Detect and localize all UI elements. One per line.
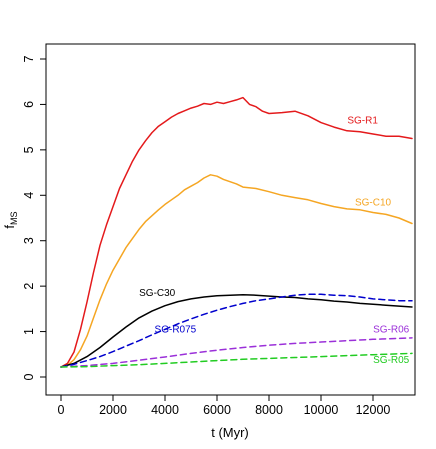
series-label-layer: SG-R1 SG-C10 SG-C30 SG-R075 SG-R06 SG-R05 xyxy=(139,116,410,366)
y-tick-label: 5 xyxy=(22,146,36,153)
series-label-sg-r06: SG-R06 xyxy=(373,324,410,335)
x-tick-label: 0 xyxy=(58,403,65,417)
series-line-sg-r06 xyxy=(60,337,413,368)
series-label-sg-c30: SG-C30 xyxy=(139,288,176,299)
x-tick-label: 12000 xyxy=(356,403,391,417)
y-axis-title-subscript: MS xyxy=(9,211,19,225)
y-tick-label: 2 xyxy=(22,283,36,290)
x-tick-label: 2000 xyxy=(99,403,127,417)
series-label-sg-r1: SG-R1 xyxy=(347,116,378,127)
y-tick-label: 1 xyxy=(22,328,36,335)
x-tick-label: 4000 xyxy=(151,403,179,417)
series-line-sg-c30 xyxy=(60,294,413,368)
x-tick-label: 8000 xyxy=(255,403,283,417)
series-line-sg-c10 xyxy=(60,174,413,368)
series-label-sg-r05: SG-R05 xyxy=(373,355,410,366)
x-axis: 0 2000 4000 6000 8000 10000 12000 xyxy=(58,394,391,417)
y-tick-label: 7 xyxy=(22,55,36,62)
y-axis-title: fMS xyxy=(2,211,19,228)
series-line-sg-r075 xyxy=(60,293,413,368)
plot-frame xyxy=(45,43,416,396)
x-tick-label: 6000 xyxy=(203,403,231,417)
y-tick-label: 3 xyxy=(22,237,36,244)
series-line-sg-r1 xyxy=(60,96,413,368)
y-tick-label: 0 xyxy=(22,373,36,380)
series-layer xyxy=(60,96,413,368)
series-line-sg-r05 xyxy=(60,352,413,368)
y-tick-label: 4 xyxy=(22,192,36,199)
series-label-sg-r075: SG-R075 xyxy=(155,324,197,335)
x-axis-title: t (Myr) xyxy=(211,425,249,440)
y-axis: 0 1 2 3 4 5 6 7 xyxy=(22,55,47,380)
series-label-sg-c10: SG-C10 xyxy=(355,197,392,208)
y-tick-label: 6 xyxy=(22,101,36,108)
x-tick-label: 10000 xyxy=(304,403,339,417)
y-axis-title-main: f xyxy=(2,225,17,229)
